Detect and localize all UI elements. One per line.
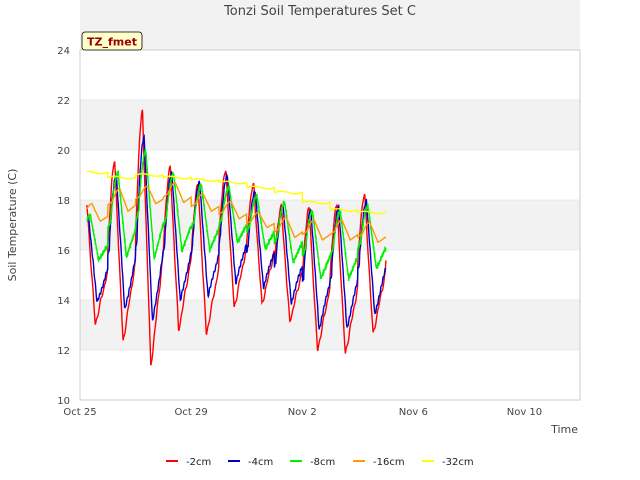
x-tick-labels: Oct 25 Oct 29 Nov 2 Nov 6 Nov 10 — [63, 407, 542, 418]
y-tick-labels: 10 12 14 16 18 20 22 24 — [57, 46, 70, 407]
y-tick-label: 16 — [57, 246, 70, 257]
series-line — [86, 170, 387, 215]
series-line — [86, 109, 387, 366]
badge-box — [81, 31, 143, 51]
y-tick-label: 10 — [57, 396, 70, 407]
x-tick-label: Nov 2 — [288, 407, 317, 418]
x-tick-label: Nov 10 — [507, 407, 542, 418]
badge: TZ_fmet — [81, 31, 143, 51]
x-tick-label: Nov 6 — [399, 407, 428, 418]
y-tick-label: 20 — [57, 146, 70, 157]
legend-label: -4cm — [248, 457, 273, 468]
y-axis-label: Soil Temperature (C) — [6, 169, 19, 282]
y-tick-label: 22 — [57, 96, 70, 107]
grid-bands — [80, 0, 580, 401]
grid-band — [80, 300, 580, 350]
badge-label: TZ_fmet — [87, 36, 137, 49]
y-tick-label: 18 — [57, 196, 70, 207]
y-tick-label: 24 — [57, 46, 70, 57]
x-tick-label: Oct 25 — [63, 407, 96, 418]
series-line — [86, 148, 387, 282]
series-line — [86, 133, 387, 330]
series-line — [86, 181, 387, 244]
x-tick-label: Oct 29 — [175, 407, 208, 418]
grid-band — [80, 100, 580, 150]
legend-label: -8cm — [310, 457, 335, 468]
y-tick-label: 12 — [57, 346, 70, 357]
legend-label: -16cm — [373, 457, 405, 468]
x-axis-label: Time — [550, 423, 578, 436]
y-tick-label: 14 — [57, 296, 70, 307]
series-lines — [86, 109, 387, 366]
plot-frame — [79, 49, 581, 401]
chart-title: Tonzi Soil Temperatures Set C — [223, 4, 416, 19]
legend: -2cm -4cm -8cm -16cm -32cm — [166, 457, 474, 468]
grid-band — [80, 0, 580, 50]
legend-label: -32cm — [442, 457, 474, 468]
legend-label: -2cm — [186, 457, 211, 468]
